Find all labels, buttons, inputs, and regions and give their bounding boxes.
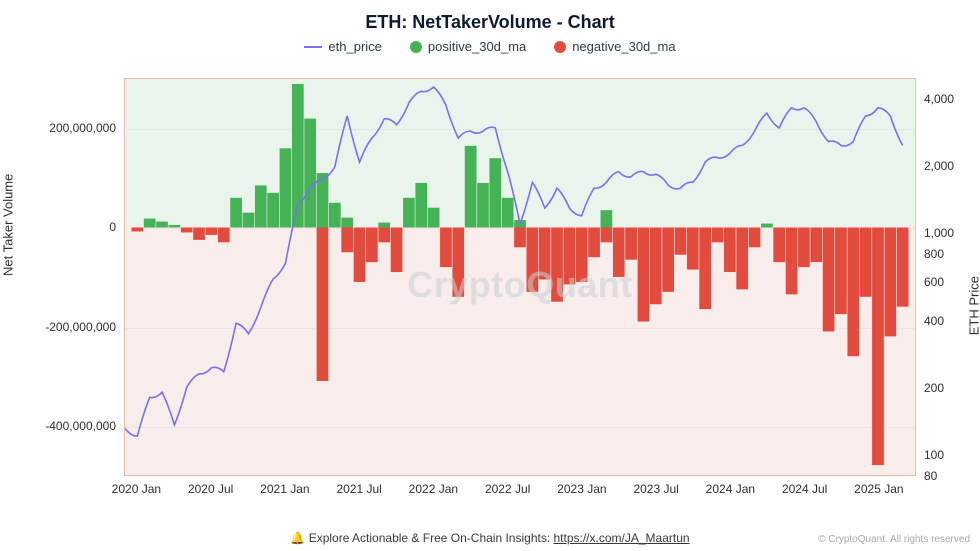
x-tick: 2024 Jul bbox=[782, 482, 827, 496]
legend-label-negative: negative_30d_ma bbox=[572, 39, 675, 54]
price-line-layer bbox=[125, 79, 915, 475]
plot[interactable]: CryptoQuant bbox=[124, 78, 916, 476]
legend-item-price: eth_price bbox=[304, 39, 381, 54]
footer-text: 🔔 Explore Actionable & Free On-Chain Ins… bbox=[290, 531, 553, 545]
copyright: © CryptoQuant. All rights reserved bbox=[818, 534, 970, 545]
y-right-tick: 800 bbox=[924, 247, 944, 261]
y-left-axis-label: Net Taker Volume bbox=[1, 173, 16, 275]
y-right-tick: 600 bbox=[924, 275, 944, 289]
chart-area: CryptoQuant 200,000,0000-200,000,000-400… bbox=[124, 78, 916, 476]
legend-item-negative: negative_30d_ma bbox=[554, 39, 675, 54]
footer-link[interactable]: https://x.com/JA_Maartun bbox=[554, 531, 690, 545]
y-left-tick: -400,000,000 bbox=[26, 419, 116, 433]
legend-dot-negative-icon bbox=[554, 41, 566, 53]
legend: eth_price positive_30d_ma negative_30d_m… bbox=[0, 39, 980, 54]
y-right-tick: 2,000 bbox=[924, 159, 954, 173]
y-right-tick: 400 bbox=[924, 314, 944, 328]
x-tick: 2023 Jul bbox=[633, 482, 678, 496]
legend-dot-positive-icon bbox=[410, 41, 422, 53]
x-tick: 2025 Jan bbox=[854, 482, 903, 496]
x-tick: 2022 Jul bbox=[485, 482, 530, 496]
y-right-tick: 4,000 bbox=[924, 92, 954, 106]
y-left-tick: 200,000,000 bbox=[26, 121, 116, 135]
y-left-tick: 0 bbox=[26, 220, 116, 234]
x-tick: 2020 Jul bbox=[188, 482, 233, 496]
price-line bbox=[125, 87, 903, 436]
legend-label-positive: positive_30d_ma bbox=[428, 39, 526, 54]
y-left-tick: -200,000,000 bbox=[26, 320, 116, 334]
legend-item-positive: positive_30d_ma bbox=[410, 39, 526, 54]
y-right-axis-label: ETH Price bbox=[967, 276, 980, 335]
x-tick: 2024 Jan bbox=[706, 482, 755, 496]
x-tick: 2021 Jul bbox=[336, 482, 381, 496]
legend-label-price: eth_price bbox=[328, 39, 381, 54]
y-right-tick: 100 bbox=[924, 448, 944, 462]
x-tick: 2021 Jan bbox=[260, 482, 309, 496]
x-tick: 2020 Jan bbox=[112, 482, 161, 496]
y-right-tick: 80 bbox=[924, 469, 937, 483]
legend-line-icon bbox=[304, 46, 322, 48]
y-right-tick: 200 bbox=[924, 381, 944, 395]
x-tick: 2022 Jan bbox=[409, 482, 458, 496]
chart-title: ETH: NetTakerVolume - Chart bbox=[0, 0, 980, 33]
y-right-tick: 1,000 bbox=[924, 226, 954, 240]
x-tick: 2023 Jan bbox=[557, 482, 606, 496]
